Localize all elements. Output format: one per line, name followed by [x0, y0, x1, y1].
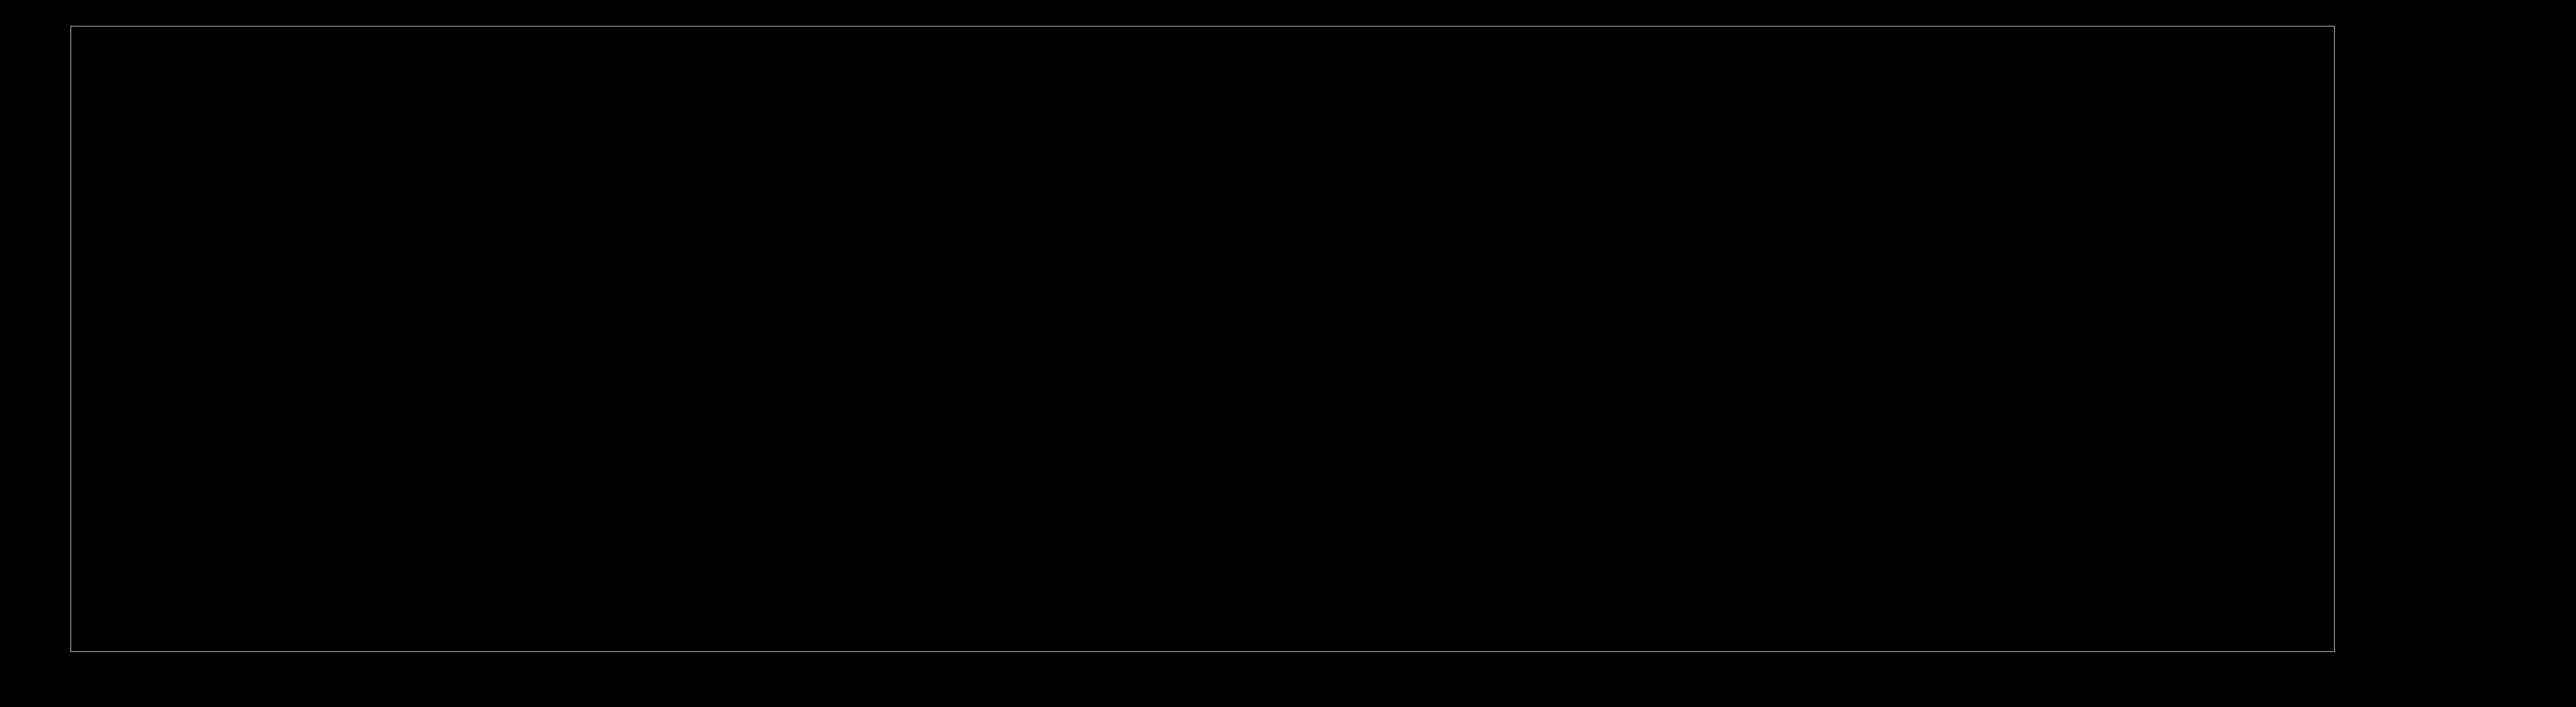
y-axis-label	[3, 192, 26, 501]
colorbar-label	[2531, 204, 2556, 487]
heatmap-plot	[70, 26, 2335, 652]
colorbar	[2475, 24, 2507, 665]
